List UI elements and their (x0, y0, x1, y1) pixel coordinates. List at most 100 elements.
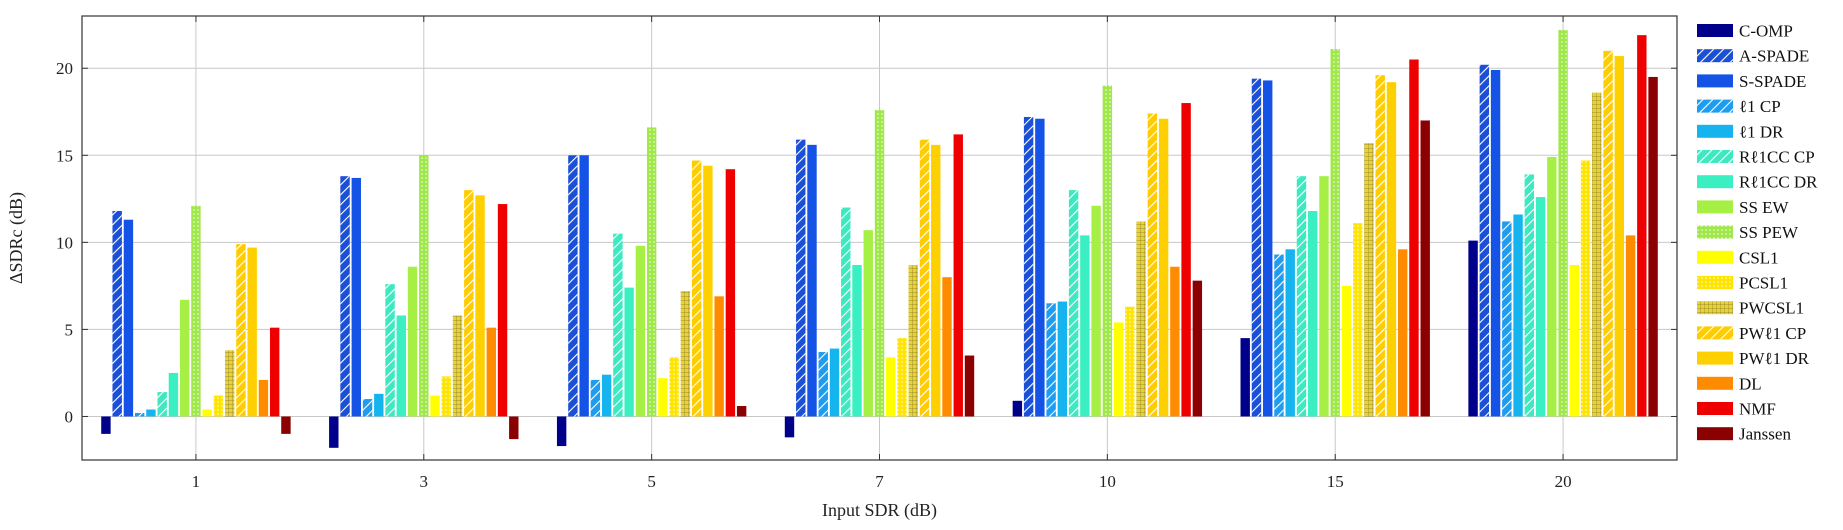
bar (1341, 285, 1352, 417)
legend-label: PWℓ1 CP (1739, 324, 1806, 343)
bar (123, 219, 134, 417)
bar (1490, 69, 1501, 417)
bar (1386, 82, 1397, 417)
bar (1091, 205, 1101, 417)
bar (841, 207, 851, 417)
legend-label: NMF (1739, 400, 1776, 419)
bar (1592, 92, 1602, 417)
legend-entry: C-OMP (1697, 22, 1793, 41)
legend-label: Janssen (1739, 425, 1791, 444)
bar (224, 350, 235, 417)
x-tick-label: 5 (647, 472, 656, 491)
bar (1263, 80, 1273, 417)
legend-entry: NMF (1697, 400, 1776, 419)
bar (919, 139, 930, 417)
bar (613, 233, 623, 417)
legend-label: C-OMP (1739, 22, 1793, 41)
legend-swatch (1697, 376, 1733, 390)
bar (1479, 64, 1490, 417)
legend-swatch (1697, 24, 1733, 37)
bar (624, 287, 634, 417)
bar (1296, 176, 1307, 417)
legend-entry: Rℓ1CC DR (1697, 173, 1818, 192)
bar (202, 409, 212, 417)
legend-swatch (1697, 250, 1733, 264)
bar (191, 205, 201, 417)
legend-entry: S-SPADE (1697, 72, 1806, 91)
x-tick-label: 7 (875, 472, 884, 491)
legend-label: PWCSL1 (1739, 299, 1804, 318)
bar (725, 169, 736, 417)
bar (1637, 35, 1647, 417)
bar (897, 338, 907, 417)
bar (1035, 118, 1045, 417)
legend-entry: Janssen (1697, 425, 1791, 444)
bar (953, 134, 963, 417)
legend-swatch (1697, 351, 1733, 365)
bar (579, 155, 589, 417)
legend-label: Rℓ1CC DR (1739, 173, 1818, 192)
bar (112, 211, 122, 417)
bar (247, 247, 257, 417)
x-tick-label: 20 (1555, 472, 1572, 491)
bar (281, 416, 291, 434)
bar (852, 264, 862, 417)
bar (601, 374, 612, 417)
bar (796, 139, 806, 417)
bar (1080, 235, 1090, 417)
bar (818, 352, 828, 417)
bar (464, 190, 474, 417)
bar (646, 127, 657, 417)
bar (680, 291, 691, 417)
legend-label: CSL1 (1739, 248, 1779, 267)
bar (568, 155, 578, 417)
bar (1251, 78, 1262, 417)
legend-label: S-SPADE (1739, 72, 1806, 91)
bar (829, 348, 840, 417)
legend-entry: PWCSL1 (1697, 299, 1804, 318)
bar (807, 144, 817, 417)
y-tick-label: 0 (65, 407, 74, 426)
legend-label: PWℓ1 DR (1739, 349, 1810, 368)
bar (669, 357, 679, 417)
bar (964, 355, 975, 417)
legend-entry: SS PEW (1697, 223, 1799, 242)
legend-swatch (1697, 200, 1733, 214)
legend-swatch (1697, 427, 1733, 441)
bar (146, 409, 156, 417)
x-tick-label: 1 (192, 472, 201, 491)
bar (1023, 116, 1034, 417)
legend-entry: PWℓ1 CP (1697, 324, 1806, 343)
bar (908, 264, 918, 417)
bar (213, 395, 224, 417)
bar (1398, 249, 1408, 417)
bar (1603, 50, 1613, 417)
bar (1524, 174, 1535, 417)
bar (691, 160, 702, 417)
y-tick-label: 20 (56, 59, 73, 78)
bar (736, 406, 747, 417)
legend-entry: Rℓ1CC CP (1697, 148, 1815, 167)
bar (1170, 266, 1180, 417)
bar (1125, 306, 1135, 417)
bar (714, 296, 724, 417)
legend-swatch (1697, 74, 1733, 88)
y-axis-title: ΔSDRc (dB) (6, 192, 27, 284)
bar (784, 416, 795, 438)
legend: C-OMP A-SPADE S-SPADE ℓ1 CP ℓ1 DR Rℓ1CC CP Rℓ1… (1697, 22, 1818, 444)
legend-label: PCSL1 (1739, 274, 1788, 293)
bar (1648, 76, 1658, 417)
legend-entry: DL (1697, 374, 1762, 393)
bar (1285, 249, 1295, 417)
bar (509, 416, 519, 440)
bar (430, 395, 440, 417)
bar (1012, 400, 1023, 417)
bar (1330, 49, 1340, 417)
legend-entry: CSL1 (1697, 248, 1779, 267)
bar (874, 110, 885, 417)
bar (168, 372, 179, 417)
bar (1580, 160, 1591, 417)
x-tick-label: 15 (1327, 472, 1344, 491)
bar (1558, 29, 1568, 417)
bar (1240, 338, 1250, 417)
